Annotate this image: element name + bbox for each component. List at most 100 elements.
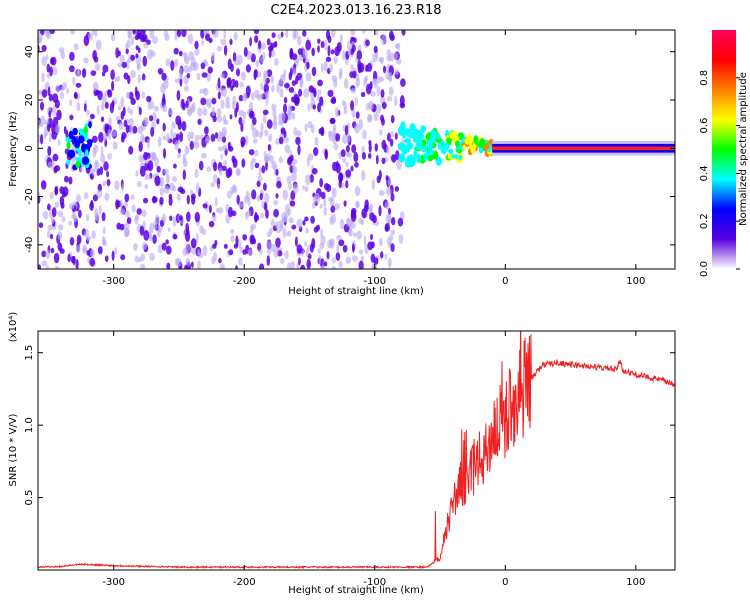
heatmap-cell	[345, 256, 352, 265]
heatmap-cell	[364, 199, 369, 210]
heatmap-cell	[238, 257, 243, 266]
heatmap-cell	[373, 257, 379, 265]
heatmap-cell	[52, 153, 59, 162]
top-x-tick-label: 0	[502, 276, 508, 287]
heatmap-cell	[284, 144, 291, 154]
heatmap-cell	[292, 30, 296, 41]
heatmap-cell	[304, 216, 309, 222]
heatmap-cell	[72, 214, 78, 223]
heatmap-cell	[276, 176, 280, 183]
heatmap-cell	[284, 211, 289, 219]
heatmap-cell	[354, 185, 361, 197]
heatmap-cell	[107, 153, 112, 160]
bottom-x-axis-label: Height of straight line (km)	[288, 585, 424, 596]
heatmap-cell	[76, 101, 81, 112]
heatmap-cell	[345, 145, 350, 153]
heatmap-cell	[221, 87, 228, 98]
heatmap-cell	[44, 119, 50, 126]
heatmap-cell	[292, 166, 298, 174]
heatmap-cell	[350, 87, 357, 94]
heatmap-cell	[311, 47, 316, 57]
heatmap-cell	[183, 64, 189, 74]
heatmap-cell	[97, 246, 103, 255]
heatmap-cell	[129, 108, 133, 116]
heatmap-cell	[147, 160, 154, 172]
heatmap-cell	[106, 170, 109, 178]
heatmap-cell	[437, 142, 442, 150]
heatmap-cell	[273, 199, 279, 206]
heatmap-cell	[75, 259, 79, 269]
heatmap-cell	[196, 182, 200, 194]
heatmap-cell	[253, 149, 259, 157]
heatmap-cell	[72, 76, 76, 86]
heatmap-cell	[181, 120, 187, 132]
heatmap-cell	[90, 70, 97, 76]
heatmap-cell	[264, 192, 270, 204]
heatmap-cell	[142, 117, 149, 126]
heatmap-cell	[291, 112, 296, 120]
heatmap-cell	[40, 134, 44, 145]
heatmap-cell	[55, 84, 61, 93]
top-y-tick-label: -40	[24, 237, 35, 253]
top-x-tick-label: 100	[626, 276, 645, 287]
heatmap-cell	[386, 55, 392, 62]
heatmap-cell	[378, 205, 382, 217]
heatmap-cell	[299, 77, 304, 88]
heatmap-cell	[456, 148, 463, 154]
top-y-axis-label: Frequency (Hz)	[8, 111, 19, 187]
heatmap-cell	[124, 231, 128, 238]
heatmap-cell	[245, 64, 251, 73]
heatmap-cell	[258, 40, 262, 50]
heatmap-cell	[304, 185, 309, 192]
heatmap-cell	[92, 194, 98, 202]
heatmap-cell	[48, 131, 52, 143]
heatmap-cell	[296, 218, 303, 229]
heatmap-cell	[48, 110, 52, 118]
heatmap-cell	[135, 53, 139, 59]
heatmap-cell	[249, 37, 253, 47]
top-y-tick-label: 40	[24, 45, 35, 58]
heatmap-cell	[325, 56, 332, 62]
heatmap-cell	[343, 78, 349, 89]
heatmap-cell	[355, 73, 360, 81]
heatmap-cell	[239, 81, 244, 88]
heatmap-cell	[125, 131, 129, 138]
heatmap-cell	[302, 48, 308, 60]
heatmap-cell	[250, 53, 256, 63]
heatmap-cell	[385, 187, 392, 196]
colorbar-tick-label: 0.8	[699, 70, 710, 86]
heatmap-cell	[350, 221, 356, 229]
heatmap-cell	[66, 88, 70, 94]
heatmap-cell	[228, 249, 234, 256]
bottom-x-tick-label: 100	[626, 577, 645, 588]
heatmap-cell	[114, 76, 118, 83]
heatmap-cell	[119, 54, 125, 63]
heatmap-cell	[293, 67, 297, 76]
heatmap-cell	[254, 69, 258, 78]
heatmap-cell	[361, 170, 366, 181]
heatmap-cell	[118, 121, 124, 131]
heatmap-cell	[473, 135, 479, 145]
heatmap-region-tapering-transition	[397, 121, 495, 168]
heatmap-cell	[130, 97, 136, 106]
heatmap-cell	[320, 63, 324, 73]
heatmap-cell	[278, 156, 283, 164]
heatmap-cell	[370, 91, 376, 97]
heatmap-cell	[420, 125, 427, 133]
heatmap-cell	[125, 210, 130, 219]
heatmap-cell	[302, 185, 305, 191]
heatmap-cell	[162, 122, 166, 132]
heatmap-cell	[74, 93, 78, 99]
heatmap-cell	[55, 124, 61, 134]
heatmap-cell	[272, 42, 277, 48]
heatmap-cell	[200, 152, 207, 159]
heatmap-cell	[189, 131, 195, 140]
heatmap-cell	[187, 66, 193, 73]
heatmap-cell	[331, 265, 336, 269]
heatmap-cell	[144, 183, 149, 190]
heatmap-cell	[254, 162, 260, 169]
heatmap-cell	[255, 59, 259, 68]
colorbar-tick-label: 0.6	[699, 118, 710, 134]
heatmap-cell	[168, 196, 173, 206]
heatmap-cell	[253, 138, 258, 144]
